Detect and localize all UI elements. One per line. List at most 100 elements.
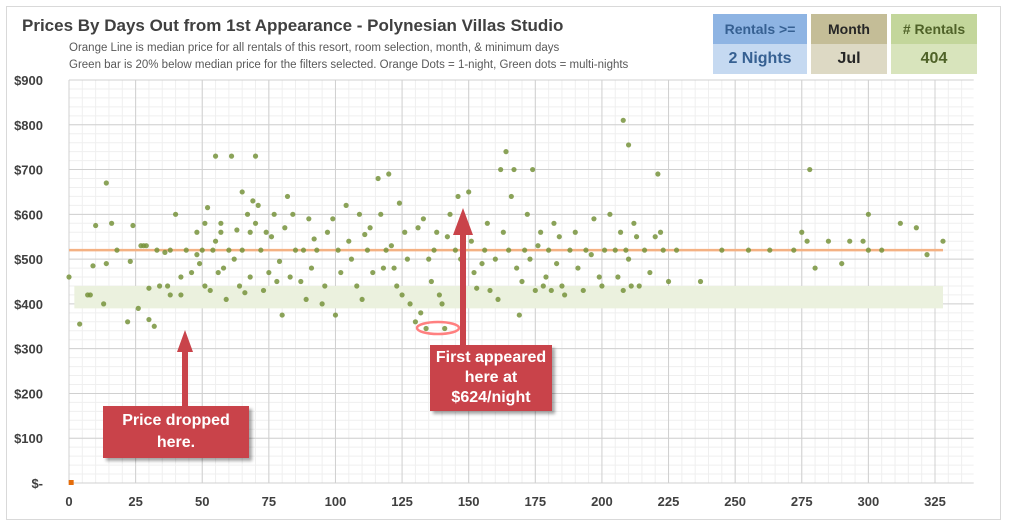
multi-night-point (178, 274, 184, 280)
multi-night-point (860, 238, 866, 244)
multi-night-point (498, 166, 504, 173)
multi-night-point (865, 211, 871, 217)
multi-night-point (194, 252, 200, 258)
multi-night-point (271, 211, 277, 217)
multi-night-point (252, 153, 259, 159)
multi-night-point (633, 234, 640, 240)
multi-night-point (109, 220, 115, 226)
multi-night-point (428, 278, 434, 285)
count-label: # Rentals (891, 14, 977, 44)
multi-night-point (442, 325, 448, 332)
multi-night-point (745, 247, 752, 253)
multi-night-point (212, 238, 219, 244)
multi-night-point (524, 211, 530, 217)
multi-night-point (415, 225, 421, 231)
multi-night-point (641, 247, 648, 253)
multi-night-point (580, 287, 586, 294)
multi-night-point (394, 283, 400, 289)
multi-night-point (607, 211, 613, 217)
multi-night-point (807, 166, 813, 173)
x-tick-label: 275 (791, 494, 813, 509)
multi-night-point (825, 238, 832, 244)
multi-night-point (202, 220, 208, 226)
multi-night-point (655, 171, 661, 177)
multi-night-point (652, 234, 658, 240)
multi-night-point (647, 269, 653, 276)
multi-night-point (495, 296, 501, 303)
multi-night-point (484, 220, 490, 226)
multi-night-point (508, 193, 514, 200)
multi-night-point (306, 216, 312, 222)
arrow-up-icon (453, 208, 473, 345)
multi-night-point (879, 247, 885, 253)
multi-night-point (314, 247, 320, 253)
x-tick-label: 0 (65, 494, 72, 509)
multi-night-point (218, 229, 224, 235)
y-tick-label: $300 (14, 342, 43, 357)
multi-night-point (596, 274, 602, 280)
multi-night-point (234, 227, 240, 233)
multi-night-point (500, 229, 506, 235)
multi-night-point (274, 278, 280, 285)
multi-night-point (362, 231, 368, 238)
multi-night-point (287, 274, 293, 280)
multi-night-point (378, 211, 384, 217)
filter-value: 2 Nights (713, 44, 807, 74)
multi-night-point (167, 247, 173, 253)
filter-month[interactable]: Month Jul (811, 14, 887, 74)
x-tick-label: 125 (391, 494, 413, 509)
multi-night-point (540, 283, 546, 289)
multi-night-point (625, 256, 632, 262)
x-tick-label: 150 (458, 494, 480, 509)
multi-night-point (940, 238, 946, 244)
multi-night-point (332, 312, 339, 318)
multi-night-point (404, 256, 411, 262)
discount-band (74, 285, 943, 309)
multi-night-point (290, 211, 296, 217)
multi-night-point (431, 247, 437, 253)
multi-night-point (311, 236, 317, 242)
multi-night-point (228, 153, 235, 159)
multi-night-point (444, 234, 450, 240)
y-tick-label: $800 (14, 118, 43, 133)
multi-night-point (380, 265, 387, 271)
multi-night-point (567, 247, 573, 253)
multi-night-point (426, 256, 432, 262)
multi-night-point (335, 247, 341, 253)
x-tick-label: 100 (325, 494, 347, 509)
single-night-point (68, 480, 74, 485)
multi-night-point (913, 225, 919, 231)
multi-night-point (188, 269, 195, 276)
multi-night-point (300, 247, 307, 253)
filter-label: Rentals >= (713, 14, 807, 44)
x-tick-label: 25 (128, 494, 142, 509)
multi-night-point (535, 243, 541, 249)
multi-night-point (77, 321, 83, 327)
filter-rentals-min[interactable]: Rentals >= 2 Nights (713, 14, 807, 74)
multi-night-point (359, 296, 365, 303)
multi-night-point (202, 283, 208, 289)
multi-night-point (279, 312, 285, 318)
multi-night-point (482, 247, 488, 253)
multi-night-point (697, 278, 704, 285)
multi-night-point (468, 238, 474, 244)
multi-night-point (612, 247, 618, 253)
multi-night-point (276, 258, 283, 264)
multi-night-point (196, 260, 203, 267)
multi-night-point (719, 247, 725, 253)
multi-night-point (625, 142, 632, 148)
multi-night-point (556, 234, 562, 240)
x-tick-label: 225 (658, 494, 680, 509)
multi-night-point (562, 292, 568, 298)
multi-night-point (412, 319, 418, 325)
multi-night-point (383, 247, 389, 253)
filter-label: Month (811, 14, 887, 44)
multi-night-point (343, 202, 349, 208)
multi-night-point (543, 274, 549, 280)
multi-night-point (532, 287, 538, 294)
multi-night-point (522, 247, 528, 253)
multi-night-point (338, 269, 344, 276)
chart-title: Prices By Days Out from 1st Appearance -… (22, 16, 564, 35)
multi-night-point (474, 285, 480, 291)
multi-night-point (220, 265, 227, 271)
